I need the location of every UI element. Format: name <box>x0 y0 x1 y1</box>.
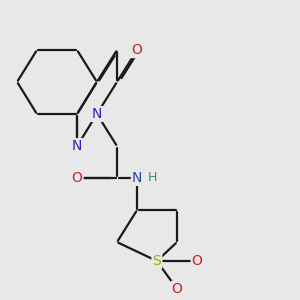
Text: N: N <box>72 139 82 153</box>
Text: O: O <box>172 282 182 296</box>
Text: O: O <box>132 43 142 57</box>
Text: O: O <box>192 254 203 268</box>
Text: N: N <box>92 107 102 121</box>
Text: N: N <box>132 171 142 185</box>
Text: H: H <box>148 171 157 184</box>
Text: S: S <box>152 254 161 268</box>
Text: O: O <box>72 171 83 185</box>
